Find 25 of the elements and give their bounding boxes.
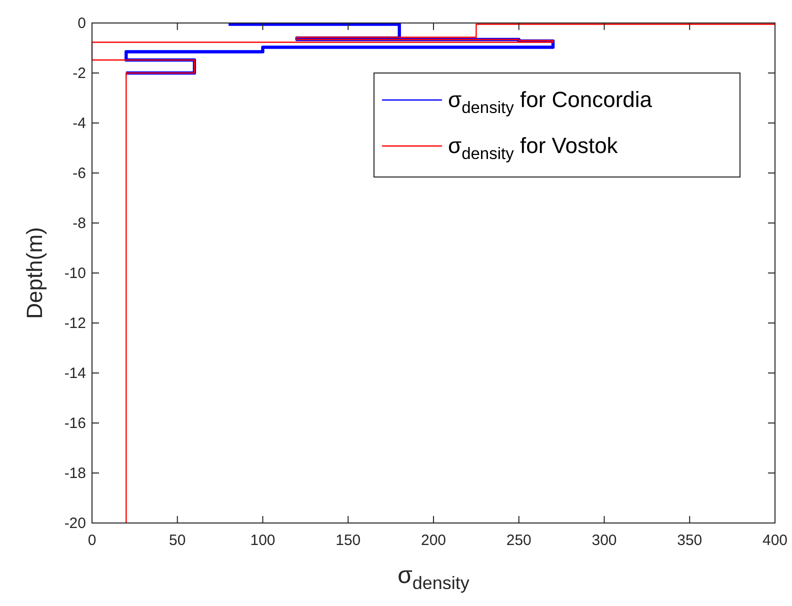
y-tick-label: -12 [64,315,86,332]
x-tick-label: 300 [592,532,617,549]
y-tick-label: -6 [72,165,86,182]
y-tick-label: -8 [72,215,86,232]
line-series [91,24,776,524]
y-tick-label: 0 [78,15,86,32]
y-tick-label: -10 [64,265,86,282]
x-tick-label: 350 [677,532,702,549]
x-tick-label: 50 [169,532,186,549]
y-tick-label: -4 [72,115,86,132]
y-tick-label: -2 [72,65,86,82]
x-tick-label: 100 [250,532,276,549]
legend-label: σ$_{density}$ for Vostok [448,133,619,163]
y-tick-label: -14 [64,365,86,382]
y-tick-label: -16 [64,415,86,432]
x-axis-title: σ$_{density}$ [398,562,470,594]
y-tick-label: -20 [64,515,86,532]
x-tick-label: 250 [506,532,532,549]
y-tick-label: -18 [64,465,86,482]
x-tick-label: 0 [88,532,96,549]
x-tick-label: 150 [336,532,361,549]
x-tick-label: 200 [420,532,446,549]
y-axis-title: Depth(m) [22,227,47,319]
legend-label: σ$_{density}$ for Concordia [448,87,653,117]
x-tick-label: 400 [762,532,788,549]
